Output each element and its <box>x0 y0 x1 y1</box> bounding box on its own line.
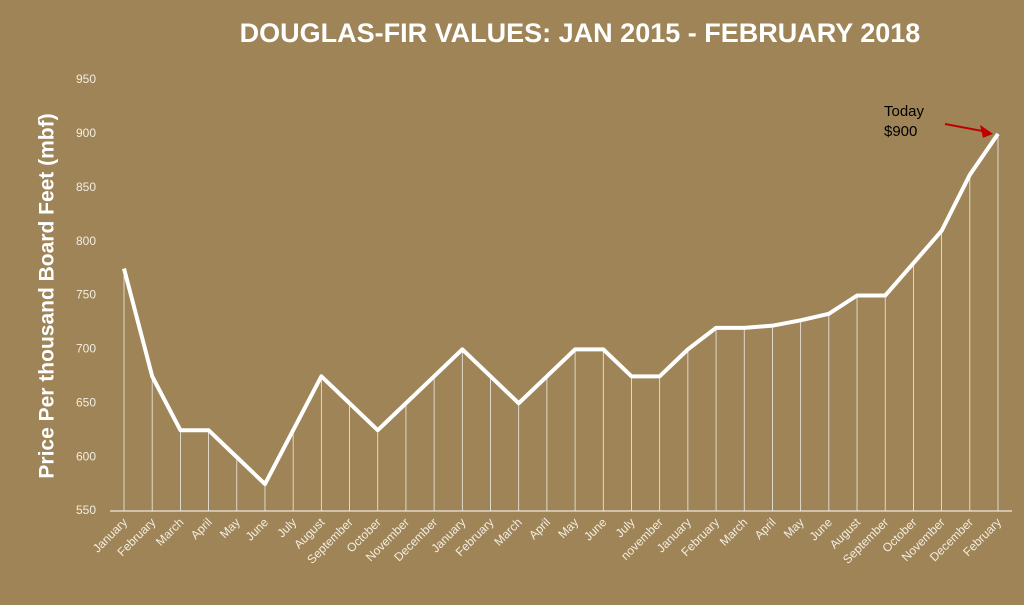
y-tick-label: 850 <box>76 180 96 194</box>
y-tick-label: 600 <box>76 449 96 463</box>
x-tick-label: March <box>491 515 524 548</box>
x-tick-label: March <box>717 515 750 548</box>
x-tick-label: May <box>555 515 581 541</box>
chart-title: DOUGLAS-FIR VALUES: JAN 2015 - FEBRUARY … <box>240 18 921 48</box>
x-tick-label: April <box>188 515 215 542</box>
annotation-text: $900 <box>884 123 917 140</box>
y-tick-label: 750 <box>76 288 96 302</box>
annotation-arrow <box>944 123 988 133</box>
x-tick-label: April <box>526 515 553 542</box>
y-axis-label: Price Per thousand Board Feet (mbf) <box>36 113 59 478</box>
y-tick-label: 950 <box>76 72 96 86</box>
x-tick-label: June <box>581 515 610 544</box>
annotation-arrowhead <box>980 124 993 138</box>
y-tick-label: 550 <box>76 503 96 517</box>
y-tick-label: 800 <box>76 234 96 248</box>
x-tick-label: May <box>217 515 243 541</box>
y-tick-label: 900 <box>76 126 96 140</box>
x-tick-label: April <box>752 515 779 542</box>
y-tick-label: 650 <box>76 395 96 409</box>
x-tick-label: May <box>781 515 807 541</box>
annotation-text: Today <box>884 103 925 120</box>
data-line <box>122 132 1000 487</box>
y-tick-label: 700 <box>76 342 96 356</box>
x-tick-label: June <box>243 515 272 544</box>
x-tick-label: March <box>153 515 186 548</box>
